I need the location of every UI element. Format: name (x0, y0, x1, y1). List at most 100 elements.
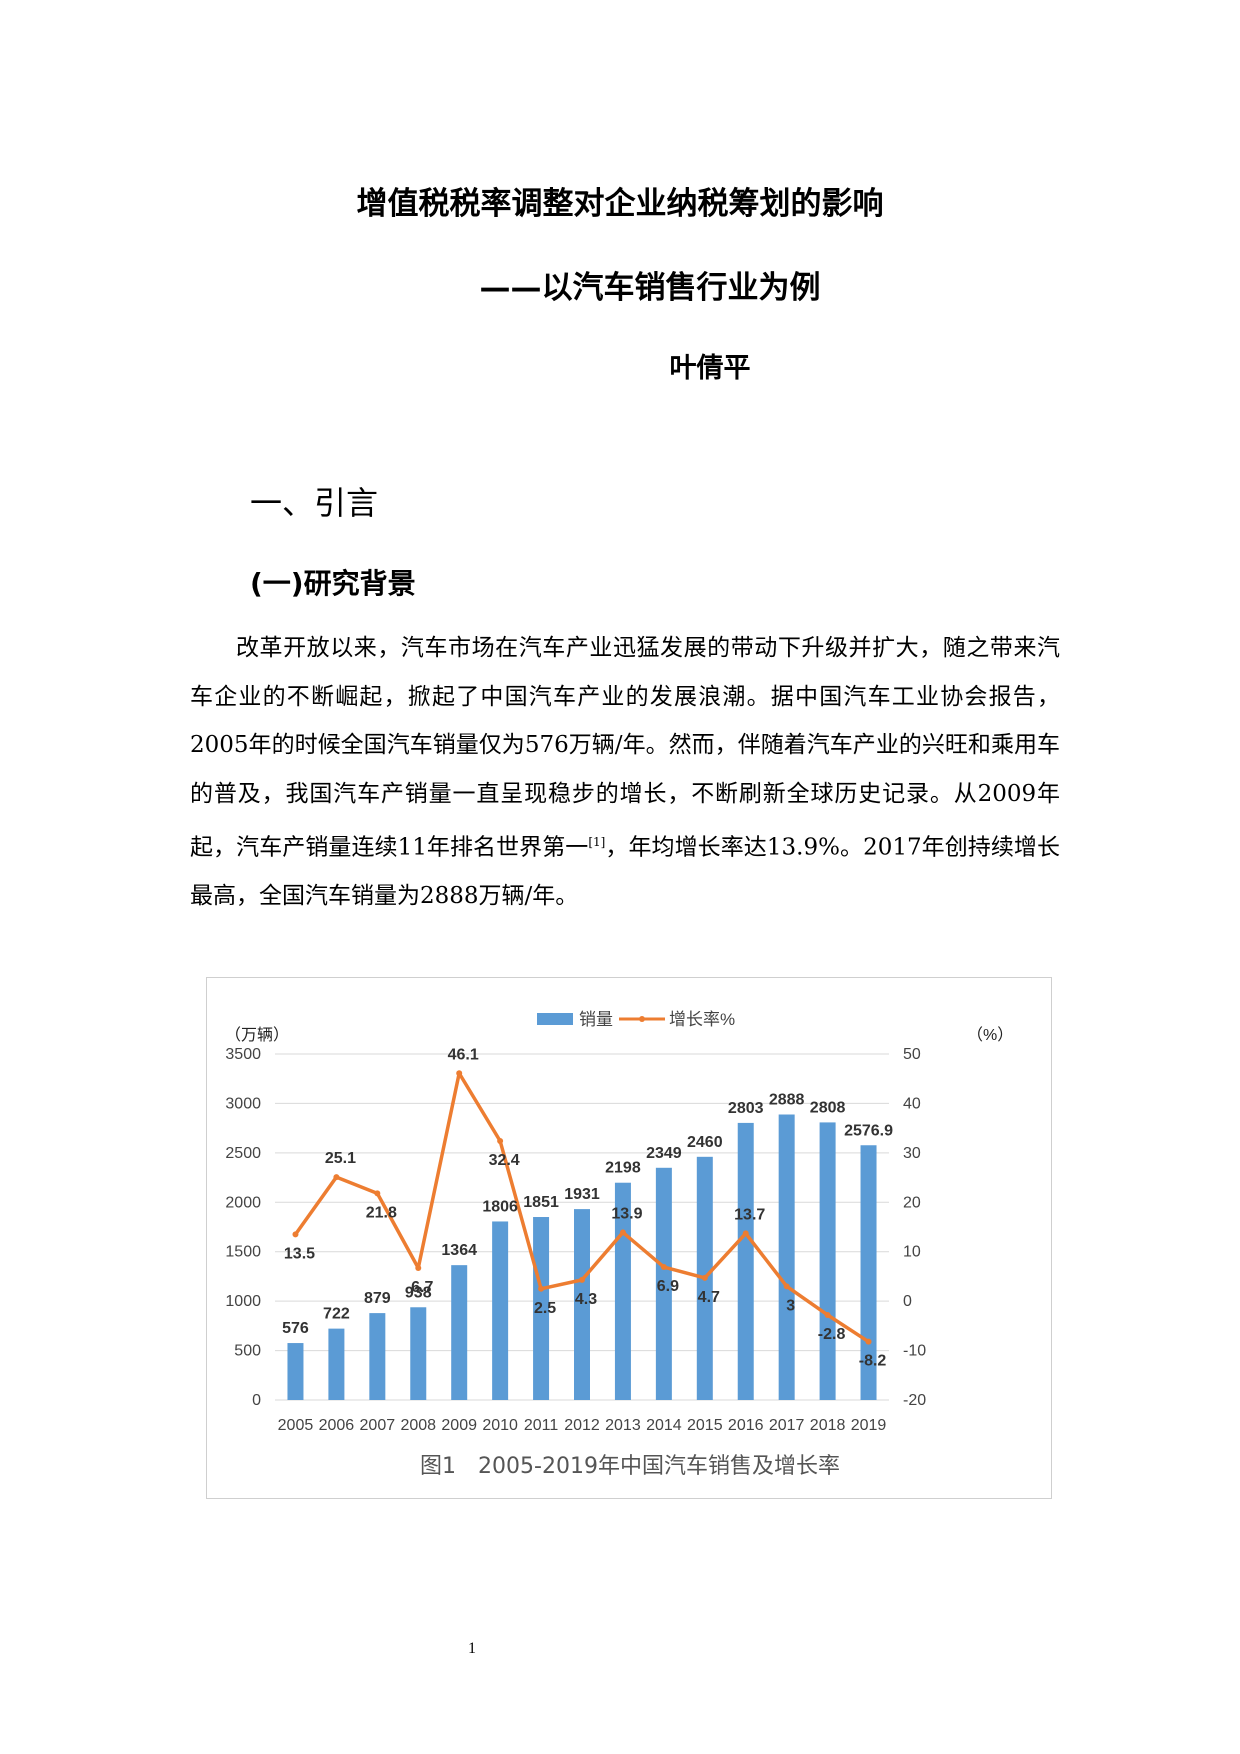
x-axis-tick: 2012 (564, 1417, 600, 1434)
x-axis-tick: 2017 (769, 1417, 805, 1434)
growth-value-label: 46.1 (448, 1046, 479, 1063)
right-axis-unit: （%） (967, 1026, 1013, 1044)
bar-2005 (287, 1343, 304, 1400)
bar-2016 (737, 1122, 754, 1400)
left-axis-tick: 0 (252, 1392, 261, 1409)
bar-value-label: 2198 (605, 1160, 641, 1177)
bar-2012 (574, 1209, 590, 1400)
x-axis-tick: 2016 (728, 1417, 764, 1434)
growth-value-label: 4.7 (698, 1289, 720, 1306)
right-axis-tick: -20 (903, 1392, 926, 1409)
figure-caption: 图1 2005-2019年中国汽车销售及增长率 (420, 1454, 840, 1479)
growth-value-label: 13.7 (734, 1206, 765, 1223)
bar-value-label: 2808 (810, 1099, 846, 1116)
growth-value-label: 32.4 (489, 1152, 520, 1169)
body-paragraph: 改革开放以来，汽车市场在汽车产业迅猛发展的带动下升级并扩大，随之带来汽车企业的不… (190, 624, 1060, 921)
growth-point-2009 (456, 1070, 463, 1077)
bar-2019 (860, 1145, 877, 1400)
bar-value-label: 1931 (564, 1186, 600, 1203)
right-axis-tick: 20 (903, 1194, 921, 1211)
bar-value-label: 2349 (646, 1145, 682, 1162)
x-axis-tick: 2009 (441, 1417, 477, 1434)
x-axis-tick: 2010 (482, 1417, 518, 1434)
paper-subtitle: ——以汽车销售行业为例 (479, 270, 821, 306)
right-axis-tick: 50 (903, 1046, 921, 1063)
bar-value-label: 576 (282, 1320, 309, 1337)
growth-value-label: 2.5 (534, 1300, 556, 1317)
left-axis-tick: 500 (234, 1343, 261, 1360)
left-axis-tick: 3000 (225, 1095, 261, 1112)
x-axis-tick: 2005 (278, 1417, 314, 1434)
right-axis-tick: 0 (903, 1293, 912, 1310)
bar-value-label: 2576.9 (844, 1122, 893, 1139)
x-axis-tick: 2008 (400, 1417, 436, 1434)
bar-value-label: 2460 (687, 1134, 723, 1151)
growth-point-2010 (497, 1137, 504, 1144)
right-axis-tick: 30 (903, 1145, 921, 1162)
left-axis-tick: 2500 (225, 1145, 261, 1162)
growth-point-2005 (292, 1231, 299, 1238)
x-axis-tick: 2006 (319, 1417, 355, 1434)
growth-point-2019 (865, 1338, 872, 1345)
right-axis-tick: -10 (903, 1343, 926, 1360)
bar-2011 (533, 1217, 550, 1400)
bar-2010 (492, 1221, 509, 1400)
left-axis-unit: （万辆） (225, 1026, 289, 1044)
growth-point-2015 (701, 1274, 708, 1281)
growth-point-2017 (783, 1283, 790, 1290)
legend-line-label: 增长率% (669, 1010, 735, 1029)
growth-value-label: -8.2 (859, 1353, 887, 1370)
growth-value-label: 6.7 (411, 1279, 433, 1296)
bar-value-label: 938 (405, 1284, 432, 1301)
bar-value-label: 722 (323, 1306, 350, 1323)
growth-value-label: 21.8 (366, 1204, 397, 1221)
growth-point-2018 (824, 1311, 831, 1318)
bar-value-label: 2888 (769, 1092, 805, 1109)
bar-2007 (369, 1313, 386, 1400)
legend-line-marker (639, 1016, 645, 1022)
x-axis-tick: 2015 (687, 1417, 723, 1434)
author-name: 叶倩平 (669, 353, 751, 384)
growth-point-2016 (742, 1230, 749, 1237)
bar-2009 (451, 1265, 468, 1400)
growth-value-label: 3 (786, 1297, 795, 1314)
paper-title: 增值税税率调整对企业纳税筹划的影响 (356, 186, 884, 222)
legend-bar-label: 销量 (579, 1010, 613, 1029)
left-axis-tick: 1500 (225, 1244, 261, 1261)
growth-point-2007 (374, 1190, 381, 1197)
growth-value-label: 4.3 (575, 1291, 597, 1308)
x-axis-tick: 2019 (851, 1417, 887, 1434)
bar-2008 (410, 1307, 427, 1400)
x-axis-tick: 2013 (605, 1417, 641, 1434)
x-axis-tick: 2018 (810, 1417, 846, 1434)
x-axis-tick: 2011 (524, 1417, 559, 1434)
left-axis-tick: 1000 (225, 1293, 261, 1310)
growth-value-label: 13.5 (284, 1245, 315, 1262)
bar-value-label: 1806 (482, 1198, 518, 1215)
growth-value-label: -2.8 (818, 1326, 846, 1343)
bar-2014 (655, 1167, 672, 1400)
right-axis-tick: 40 (903, 1095, 921, 1112)
growth-point-2006 (333, 1174, 340, 1181)
paragraph-text-tail: ，年均增长率达13.9%。2017年创持续增长最高，全国汽车销量为2888万辆/… (190, 834, 1060, 910)
growth-point-2012 (579, 1276, 585, 1283)
right-axis-tick: 10 (903, 1244, 921, 1261)
citation-ref[interactable]: [1] (588, 835, 606, 849)
bar-value-label: 2803 (728, 1100, 764, 1117)
paragraph-text: 改革开放以来，汽车市场在汽车产业迅猛发展的带动下升级并扩大，随之带来汽车企业的不… (190, 635, 1060, 861)
bar-value-label: 1851 (523, 1194, 559, 1211)
growth-point-2013 (619, 1229, 626, 1236)
bar-2017 (778, 1114, 795, 1400)
x-axis-tick: 2007 (360, 1417, 396, 1434)
figure-chart: 0 500 1000 1500 2000 2500 3000 3500 -20 -10 0 10 20 3… (206, 977, 1052, 1499)
x-axis-tick: 2014 (646, 1417, 682, 1434)
left-axis-tick: 3500 (225, 1046, 261, 1063)
growth-value-label: 25.1 (325, 1150, 356, 1167)
bar-value-label: 1364 (441, 1242, 477, 1259)
legend-bar-swatch (537, 1013, 573, 1025)
growth-value-label: 13.9 (611, 1205, 642, 1222)
sales-growth-chart: 0 500 1000 1500 2000 2500 3000 3500 -20 -10 0 10 20 3… (225, 1010, 1013, 1434)
growth-point-2014 (660, 1264, 667, 1271)
subsection-heading: (一)研究背景 (250, 567, 416, 600)
